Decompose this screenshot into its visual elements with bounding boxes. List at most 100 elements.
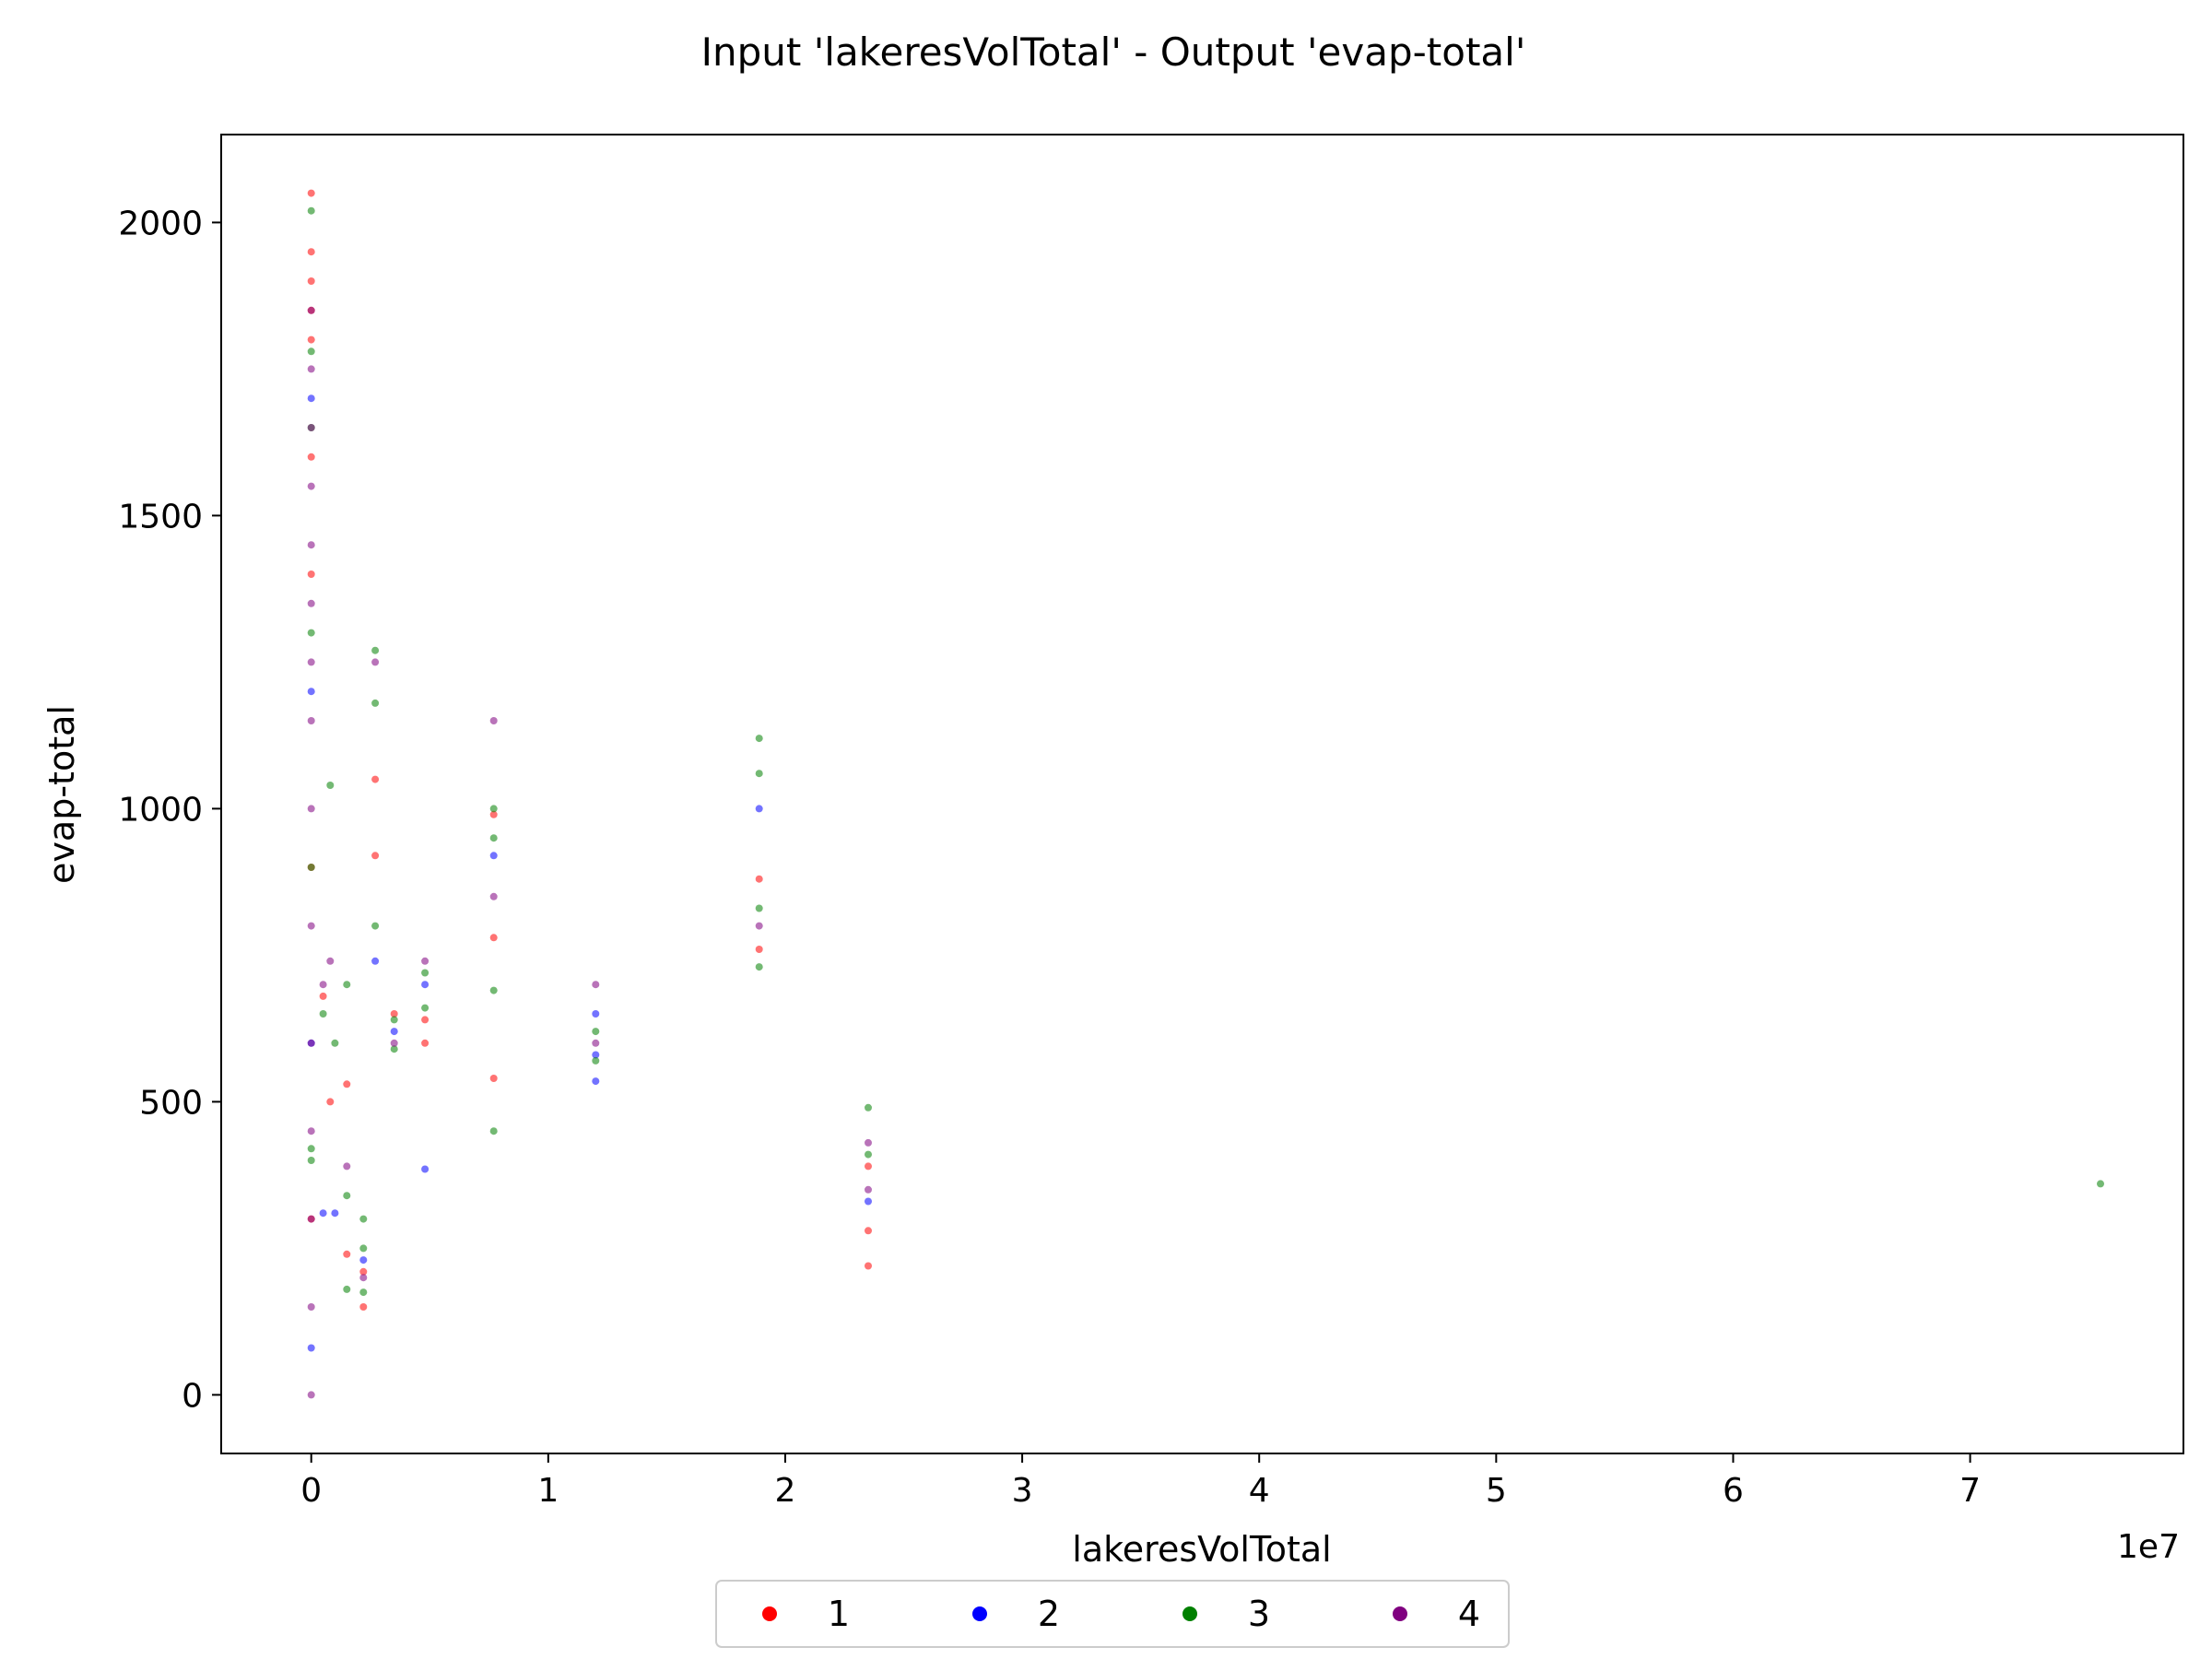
scatter-point-series-4 bbox=[319, 981, 327, 989]
scatter-point-series-1 bbox=[371, 775, 380, 783]
scatter-point-series-2 bbox=[592, 1077, 600, 1086]
scatter-point-series-2 bbox=[390, 1028, 398, 1036]
scatter-point-series-3 bbox=[489, 834, 498, 842]
x-tick-label: 4 bbox=[1249, 1472, 1270, 1510]
scatter-point-series-3 bbox=[755, 735, 763, 743]
scatter-point-series-3 bbox=[307, 864, 315, 871]
scatter-point-series-3 bbox=[755, 963, 763, 971]
scatter-point-series-4 bbox=[371, 658, 380, 666]
scatter-point-series-2 bbox=[307, 688, 315, 696]
scatter-point-series-4 bbox=[390, 1039, 398, 1047]
scatter-point-series-4 bbox=[326, 957, 335, 965]
scatter-point-series-2 bbox=[421, 981, 429, 989]
x-axis-ticks: 0 1 2 3 4 5 6 7 bbox=[300, 1453, 1981, 1510]
scatter-point-series-3 bbox=[489, 805, 498, 813]
legend: 1 2 3 4 bbox=[715, 1580, 1510, 1648]
scatter-point-series-1 bbox=[865, 1162, 872, 1171]
scatter-point-series-3 bbox=[359, 1288, 368, 1297]
scatter-point-series-3 bbox=[865, 1103, 872, 1112]
scatter-point-series-4 bbox=[307, 306, 315, 314]
scatter-point-series-1 bbox=[865, 1227, 872, 1235]
scatter-point-series-4 bbox=[307, 1039, 315, 1047]
scatter-point-series-3 bbox=[319, 1010, 327, 1018]
scatter-point-series-2 bbox=[755, 805, 763, 813]
scatter-point-series-3 bbox=[343, 981, 351, 989]
legend-marker-series-2 bbox=[972, 1606, 987, 1621]
scatter-point-series-1 bbox=[390, 1010, 398, 1018]
scatter-point-series-2 bbox=[489, 852, 498, 860]
scatter-point-series-2 bbox=[307, 1344, 315, 1352]
y-tick-label: 2000 bbox=[118, 205, 203, 242]
scatter-point-series-2 bbox=[371, 957, 380, 965]
x-axis-label: lakeresVolTotal bbox=[1072, 1529, 1331, 1570]
scatter-point-series-4 bbox=[307, 717, 315, 724]
scatter-point-series-1 bbox=[343, 1080, 351, 1088]
scatter-point-series-2 bbox=[592, 1010, 600, 1018]
scatter-point-series-4 bbox=[307, 482, 315, 490]
y-tick-label: 500 bbox=[139, 1084, 203, 1122]
scatter-point-series-3 bbox=[390, 1045, 398, 1053]
x-tick-label: 3 bbox=[1012, 1472, 1033, 1510]
scatter-point-series-1 bbox=[865, 1262, 872, 1270]
scatter-point-series-3 bbox=[489, 986, 498, 994]
scatter-point-series-4 bbox=[307, 365, 315, 373]
scatter-point-series-3 bbox=[359, 1215, 368, 1223]
x-tick-label: 2 bbox=[775, 1472, 796, 1510]
scatter-point-series-2 bbox=[331, 1209, 339, 1218]
chart-title: Input 'lakeresVolTotal' - Output 'evap-t… bbox=[701, 29, 1526, 75]
scatter-point-series-3 bbox=[307, 347, 315, 356]
scatter-point-series-4 bbox=[307, 1303, 315, 1311]
scatter-point-series-3 bbox=[592, 1028, 600, 1036]
x-tick-label: 6 bbox=[1723, 1472, 1744, 1510]
x-tick-label: 7 bbox=[1959, 1472, 1981, 1510]
y-tick-label: 1000 bbox=[118, 791, 203, 829]
scatter-point-series-4 bbox=[307, 424, 315, 431]
legend-marker-series-3 bbox=[1182, 1606, 1197, 1621]
y-tick-label: 0 bbox=[182, 1377, 203, 1415]
y-tick-label: 1500 bbox=[118, 498, 203, 535]
scatter-point-series-1 bbox=[359, 1303, 368, 1311]
scatter-point-series-2 bbox=[307, 394, 315, 403]
scatter-point-series-3 bbox=[326, 782, 335, 789]
legend-label-series-4: 4 bbox=[1458, 1594, 1480, 1634]
scatter-point-series-1 bbox=[421, 1016, 429, 1024]
legend-box bbox=[715, 1580, 1510, 1648]
scatter-point-series-4 bbox=[307, 599, 315, 607]
scatter-point-series-4 bbox=[307, 1215, 315, 1223]
plot-frame bbox=[220, 134, 2184, 1454]
scatter-point-series-4 bbox=[592, 1039, 600, 1047]
scatter-point-series-4 bbox=[307, 922, 315, 930]
x-tick-label: 1 bbox=[537, 1472, 559, 1510]
plot-area bbox=[221, 135, 2183, 1453]
scatter-point-series-2 bbox=[319, 1209, 327, 1218]
scatter-point-series-2 bbox=[865, 1197, 872, 1206]
scatter-point-series-4 bbox=[343, 1162, 351, 1171]
scatter-point-series-3 bbox=[421, 969, 429, 977]
legend-marker-series-4 bbox=[1393, 1606, 1407, 1621]
scatter-point-series-4 bbox=[359, 1274, 368, 1282]
scatter-point-series-1 bbox=[307, 189, 315, 197]
scatter-point-series-3 bbox=[755, 904, 763, 912]
y-axis-label: evap-total bbox=[41, 705, 82, 884]
scatter-point-series-4 bbox=[755, 922, 763, 930]
scatter-point-series-3 bbox=[307, 1145, 315, 1153]
scatter-point-series-1 bbox=[489, 1075, 498, 1082]
scatter-point-series-1 bbox=[319, 992, 327, 1000]
scatter-point-series-4 bbox=[307, 805, 315, 813]
scatter-point-series-3 bbox=[371, 646, 380, 654]
scatter-point-series-4 bbox=[307, 1391, 315, 1399]
scatter-point-series-2 bbox=[592, 1051, 600, 1059]
x-axis-offset-label: 1e7 bbox=[2117, 1528, 2180, 1566]
scatter-point-series-4 bbox=[421, 957, 429, 965]
x-tick-label: 0 bbox=[300, 1472, 322, 1510]
scatter-point-series-1 bbox=[326, 1098, 335, 1106]
scatter-point-series-3 bbox=[2097, 1180, 2104, 1188]
scatter-point-series-1 bbox=[421, 1039, 429, 1047]
scatter-point-series-1 bbox=[307, 277, 315, 285]
scatter-point-series-3 bbox=[755, 770, 763, 778]
scatter-point-series-1 bbox=[307, 571, 315, 578]
scatter-point-series-1 bbox=[307, 453, 315, 461]
scatter-point-series-4 bbox=[489, 892, 498, 900]
scatter-point-series-3 bbox=[307, 629, 315, 637]
